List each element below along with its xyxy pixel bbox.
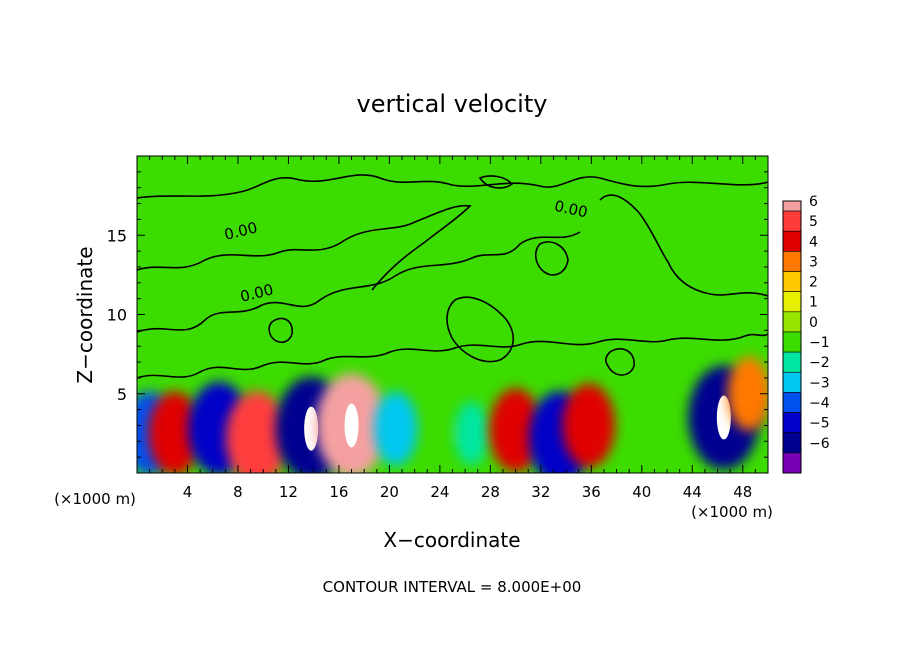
colorbar-label: 2 [809, 275, 818, 291]
x-tick-label: 32 [531, 483, 550, 501]
x-unit-label: (×1000 m) [691, 503, 773, 521]
y-tick-label: 10 [107, 306, 127, 325]
x-tick-label: 40 [632, 483, 651, 501]
zero-contour-line [478, 175, 514, 189]
colorbar-label: 0 [809, 315, 818, 331]
zero-contour-line [137, 231, 581, 333]
zero-contour-line [137, 204, 472, 291]
colorbar-label: 5 [809, 214, 818, 230]
x-tick-label: 4 [183, 483, 193, 501]
x-axis: 4 8 12 16 20 24 28 32 36 40 44 48 [149, 156, 756, 501]
x-tick-label: 16 [329, 483, 348, 501]
colorbar-swatch [782, 271, 802, 292]
field-core [344, 403, 359, 448]
field-cell [453, 401, 490, 466]
colorbar-swatch [782, 432, 802, 454]
plot-area [137, 156, 768, 473]
x-tick-label: 36 [582, 483, 601, 501]
field-level [489, 388, 542, 473]
colorbar-swatch [782, 210, 802, 232]
colorbar-swatch [782, 311, 802, 333]
field-level [225, 391, 288, 473]
field-layer [137, 356, 768, 473]
field-cell [148, 391, 202, 473]
colorbar-swatch [782, 392, 802, 413]
field-cell [562, 383, 616, 468]
colorbar: 6 5 4 3 2 1 0 −1 −2 −3 −4 −5 −6 [782, 194, 830, 474]
zero-contours [137, 174, 768, 379]
colorbar-label: 3 [809, 254, 818, 270]
colorbar-frame [782, 200, 802, 474]
colorbar-swatch [782, 412, 802, 434]
colorbar-swatch [782, 331, 802, 353]
field-cell [225, 391, 288, 473]
colorbar-swatch [782, 291, 802, 313]
field-level [148, 391, 202, 473]
zero-contour-line [137, 333, 768, 379]
field-level [454, 401, 489, 466]
chart-title: vertical velocity [357, 90, 548, 118]
x-tick-label: 48 [733, 483, 752, 501]
field-core [716, 395, 731, 440]
colorbar-label: 4 [809, 234, 818, 250]
x-tick-label: 12 [279, 483, 298, 501]
colorbar-label: −1 [809, 335, 830, 351]
zero-contour-line [268, 317, 293, 344]
contour-interval-note: CONTOUR INTERVAL = 8.000E+00 [323, 578, 582, 596]
field-cell [727, 356, 768, 431]
x-tick-label: 24 [430, 483, 449, 501]
colorbar-label: −3 [809, 375, 830, 391]
field-core [304, 406, 319, 451]
x-axis-label: X−coordinate [383, 528, 520, 552]
colorbar-swatch [782, 200, 802, 212]
x-tick-label: 20 [380, 483, 399, 501]
y-axis: 5 10 15 [107, 171, 768, 458]
colorbar-swatch [782, 251, 802, 272]
zero-contour-line [605, 348, 635, 376]
colorbar-label: −5 [809, 416, 830, 432]
y-tick-label: 5 [117, 385, 127, 404]
zero-contour-line [446, 296, 514, 363]
colorbar-label: −4 [809, 395, 830, 411]
field-level [727, 356, 768, 431]
zero-contour-line [599, 194, 768, 297]
colorbar-label: −6 [809, 436, 830, 452]
zero-contour-line [137, 174, 768, 199]
colorbar-swatch [782, 371, 802, 393]
zero-contour-line [534, 241, 569, 276]
colorbar-swatch [782, 351, 802, 373]
x-tick-label: 8 [233, 483, 243, 501]
field-level [374, 391, 418, 466]
y-axis-label: Z−coordinate [73, 246, 97, 383]
field-cell [489, 388, 542, 473]
colorbar-label: 1 [809, 295, 818, 311]
x-tick-label: 44 [683, 483, 702, 501]
y-tick-label: 15 [107, 226, 127, 245]
x-tick-label: 28 [481, 483, 500, 501]
colorbar-label: −2 [809, 355, 830, 371]
colorbar-swatch [782, 230, 802, 252]
colorbar-label: 6 [809, 194, 818, 210]
colorbar-swatch [782, 452, 802, 474]
y-unit-label: (×1000 m) [54, 490, 136, 508]
field-cell [374, 391, 418, 466]
field-level [562, 383, 616, 468]
